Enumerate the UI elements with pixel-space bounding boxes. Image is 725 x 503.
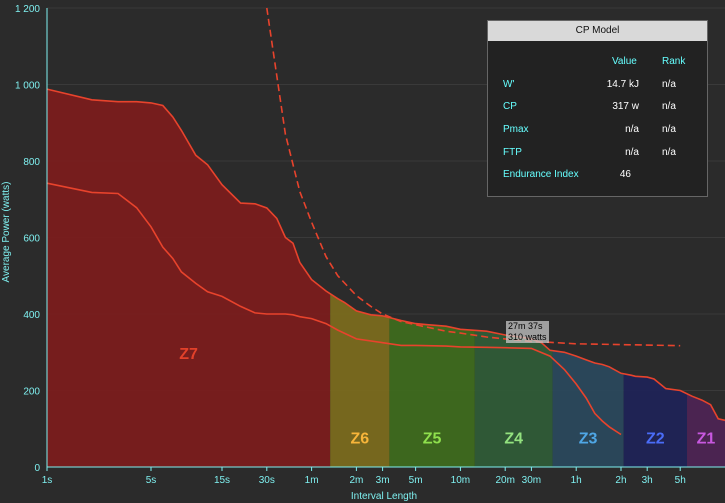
cp-model-panel: CP Model Value Rank W' 14.7 kJ n/a CP 31… [487,20,708,197]
cp-label: FTP [503,147,522,158]
cp-label: W' [503,79,515,90]
zone-area-z1 [687,393,725,467]
cp-label: CP [503,101,517,112]
x-tick-label: 2m [349,475,363,486]
y-tick-label: 1 200 [15,4,40,15]
x-tick-label: 5m [409,475,423,486]
cp-col-rank: Rank [662,56,686,67]
y-tick-label: 600 [23,234,40,245]
zone-areas: Z7 Z6 Z5 Z4 Z3 Z2 Z1 [47,89,725,467]
zone-label-z1: Z1 [697,430,716,447]
zone-area-z4 [474,330,553,467]
cp-model-title: CP Model [488,21,707,41]
x-axis-title: Interval Length [351,491,417,502]
y-tick-label: 0 [34,463,40,474]
crosshair-annotation: 27m 37s 310 watts [506,321,549,343]
x-tick-label: 30m [522,475,541,486]
zone-label-z2: Z2 [646,430,665,447]
zone-label-z7: Z7 [179,346,198,363]
annotation-time: 27m 37s [508,321,543,331]
cp-value: n/a [625,124,639,135]
x-tick-label: 1m [305,475,319,486]
x-tick-label: 3m [376,475,390,486]
x-tick-label: 5h [675,475,686,486]
y-axis-title: Average Power (watts) [1,182,12,283]
zone-area-z5 [389,317,475,467]
x-tick-label: 20m [495,475,514,486]
x-tick-label: 1s [42,475,53,486]
cp-rank: n/a [662,79,676,90]
zone-label-z3: Z3 [579,430,598,447]
x-tick-label: 30s [259,475,275,486]
cp-col-value: Value [612,56,637,67]
cp-value: 46 [619,169,631,180]
y-tick-label: 800 [23,157,40,168]
zone-label-z5: Z5 [423,430,442,447]
alt-power-curve-line [46,182,622,436]
y-tick-label: 1 000 [15,81,40,92]
x-tick-label: 5s [146,475,157,486]
zone-label-z4: Z4 [504,430,523,447]
axes: 0 200 400 600 800 1 000 1 200 1s 5s 15s 30s 1m 2m 3m 5… [15,4,725,486]
zone-area-z6 [330,293,390,467]
zone-area-z3 [552,350,624,467]
zone-area-z2 [623,373,688,467]
x-tick-label: 10m [451,475,470,486]
cp-value: n/a [625,147,639,158]
cp-value: 317 w [612,101,639,112]
cp-label: Pmax [503,124,529,135]
x-tick-label: 2h [615,475,626,486]
cp-value: 14.7 kJ [606,79,639,90]
zone-label-z6: Z6 [350,430,369,447]
cp-rank: n/a [662,124,676,135]
annotation-watts: 310 watts [508,332,547,342]
y-tick-label: 200 [23,387,40,398]
curves [46,7,725,436]
x-tick-label: 3h [642,475,653,486]
cp-rank: n/a [662,147,676,158]
cp-rank: n/a [662,101,676,112]
power-curve-line [46,88,725,422]
x-tick-label: 15s [214,475,230,486]
y-tick-label: 400 [23,310,40,321]
x-tick-label: 1h [571,475,582,486]
cp-model-curve-line [266,7,681,347]
cp-label: Endurance Index [503,169,579,180]
